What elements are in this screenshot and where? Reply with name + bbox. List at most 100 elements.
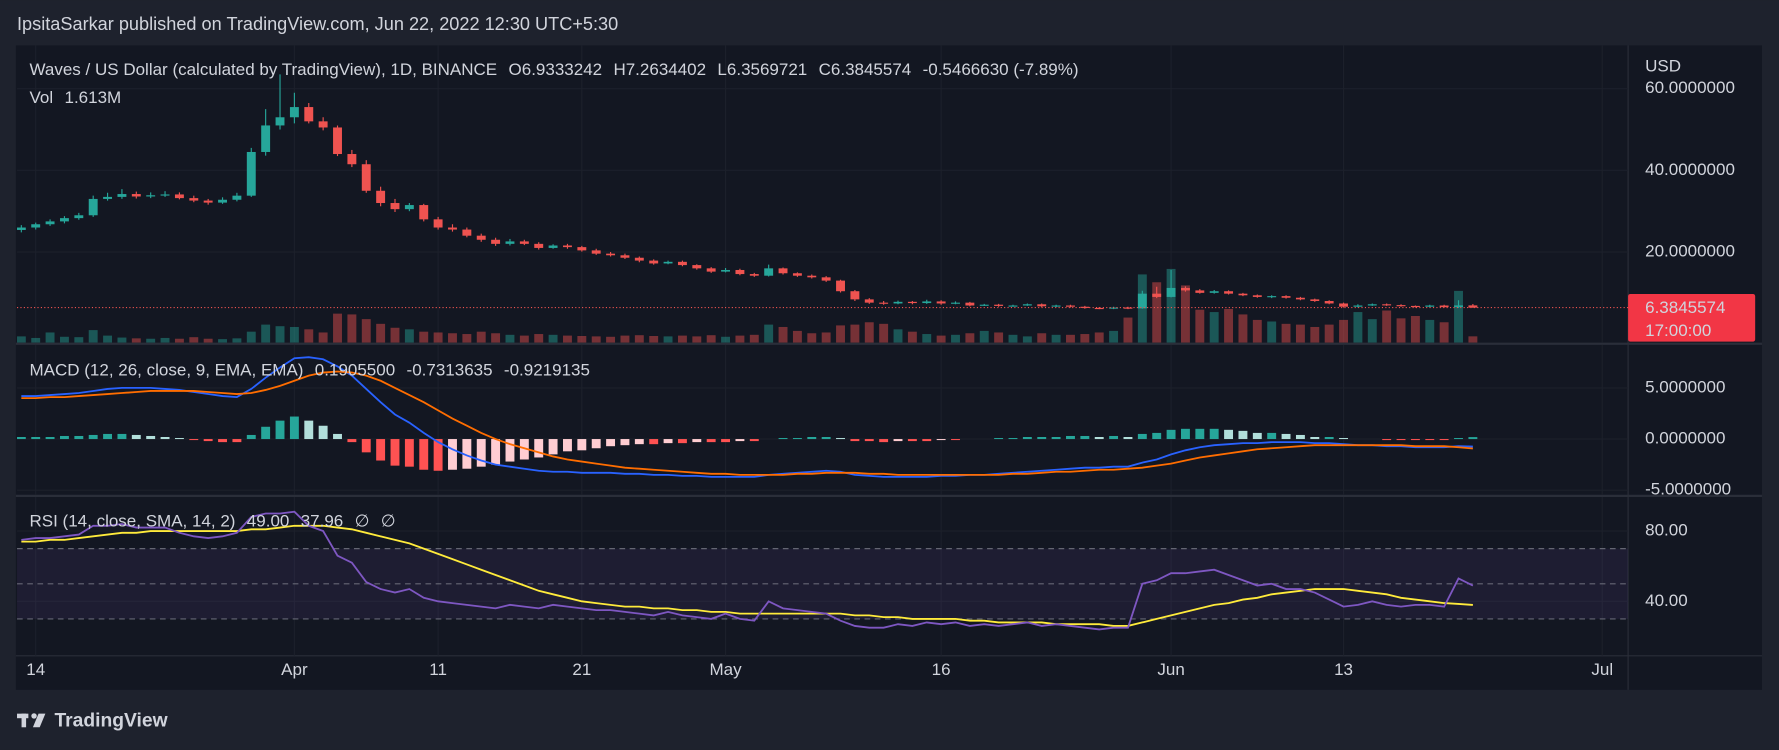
candle-body	[721, 269, 731, 272]
candle-body	[764, 268, 774, 276]
y-tick-label: 60.0000000	[1645, 78, 1735, 97]
volume-bar	[1367, 319, 1377, 343]
macd-histogram-bar	[1468, 437, 1478, 440]
candle-body	[1037, 304, 1047, 307]
candle-body	[1209, 291, 1219, 293]
macd-histogram-bar	[1066, 435, 1075, 440]
signal-line	[21, 370, 1473, 476]
candle-body	[1410, 305, 1420, 308]
candle-body	[404, 205, 414, 210]
legend-value: O6.9333242	[509, 60, 603, 79]
macd-histogram-bar	[505, 439, 515, 462]
candle-body	[1454, 305, 1463, 308]
candle-body	[1123, 307, 1133, 309]
volume-bar	[577, 335, 587, 343]
candle-body	[304, 107, 314, 122]
volume-bar	[548, 334, 558, 343]
y-tick-label: 5.0000000	[1645, 377, 1725, 396]
x-tick-label: Jul	[1591, 660, 1613, 679]
volume-bar	[17, 336, 26, 343]
chart-area	[15, 45, 1762, 690]
volume-legend-value: 1.613M	[64, 88, 121, 107]
candle-body	[146, 195, 156, 197]
macd-histogram-bar	[74, 435, 84, 440]
macd-histogram-bar	[1267, 432, 1277, 440]
volume-bar	[232, 338, 242, 343]
macd-histogram-bar	[333, 433, 342, 440]
candle-body	[1310, 299, 1320, 302]
candle-body	[376, 190, 386, 204]
candle-body	[361, 164, 371, 191]
volume-bar	[433, 332, 443, 343]
candle-body	[160, 194, 170, 196]
candle-body	[1468, 305, 1478, 308]
candle-body	[203, 200, 213, 203]
volume-bar	[807, 333, 817, 343]
macd-histogram-bar	[864, 439, 874, 442]
candle-body	[318, 121, 328, 128]
candle-body	[31, 224, 41, 228]
volume-bar	[333, 313, 342, 343]
candle-body	[1252, 295, 1262, 297]
macd-histogram-bar	[548, 439, 558, 455]
volume-bar	[1037, 333, 1047, 343]
volume-bar	[1281, 323, 1291, 343]
volume-bar	[735, 335, 745, 343]
macd-histogram-bar	[706, 439, 716, 443]
macd-histogram-bar	[1109, 435, 1119, 440]
macd-histogram-bar	[1137, 433, 1147, 440]
candle-body	[246, 151, 256, 196]
macd-histogram-bar	[318, 425, 328, 440]
candle-body	[1224, 291, 1234, 294]
volume-bar	[1324, 324, 1334, 343]
candle-body	[261, 125, 271, 152]
countdown-label: 17:00:00	[1645, 321, 1711, 340]
macd-histogram-bar	[563, 439, 572, 452]
macd-histogram-bar	[606, 439, 616, 447]
rsi-line	[21, 510, 1474, 631]
volume-bar	[347, 314, 357, 343]
y-tick-label: 40.00	[1645, 591, 1688, 610]
volume-bar	[1066, 334, 1075, 343]
volume-bar	[1339, 319, 1348, 343]
macd-histogram-bar	[433, 439, 443, 471]
volume-bar	[491, 333, 501, 343]
price-axis: -5.0000000 0.0000000 5.0000000	[1645, 377, 1731, 494]
volume-bar	[1267, 321, 1277, 343]
volume-bar	[1238, 314, 1248, 343]
grid-pane	[17, 530, 1629, 602]
candle-body	[1008, 305, 1018, 307]
macd-histogram-bar	[951, 439, 960, 441]
candle-body	[836, 280, 845, 292]
x-tick-label: Jun	[1157, 660, 1184, 679]
macd-histogram-bar	[174, 438, 184, 440]
macd-histogram-bar	[261, 426, 271, 440]
volume-bar	[1454, 290, 1463, 343]
candle-body	[74, 215, 84, 219]
macd-histogram-bar	[232, 439, 242, 443]
candle-body	[433, 219, 443, 228]
candle-body	[749, 274, 759, 276]
volume-bar	[261, 324, 271, 343]
volume-bar	[1008, 334, 1018, 343]
macd-histogram-bar	[1339, 438, 1348, 440]
candle-body	[1180, 287, 1190, 291]
candle-body	[491, 239, 501, 244]
x-tick-label: 13	[1334, 660, 1353, 679]
volume-bar	[289, 326, 299, 343]
grid	[35, 45, 1603, 656]
macd-histogram-bar	[778, 438, 788, 440]
macd-histogram-bar	[203, 439, 213, 442]
macd-pane	[17, 356, 1478, 478]
volume-bar	[1396, 318, 1406, 343]
macd-histogram-bar	[1281, 433, 1291, 440]
legend-value: -0.9219135	[504, 361, 590, 380]
legend-value: ∅	[381, 511, 396, 530]
volume-bar	[951, 334, 960, 343]
candle-body	[606, 253, 616, 256]
macd-histogram-bar	[677, 439, 687, 444]
candle-body	[634, 257, 644, 261]
volume-bar	[749, 334, 759, 343]
volume-bar	[721, 336, 731, 343]
candle-body	[88, 198, 98, 216]
